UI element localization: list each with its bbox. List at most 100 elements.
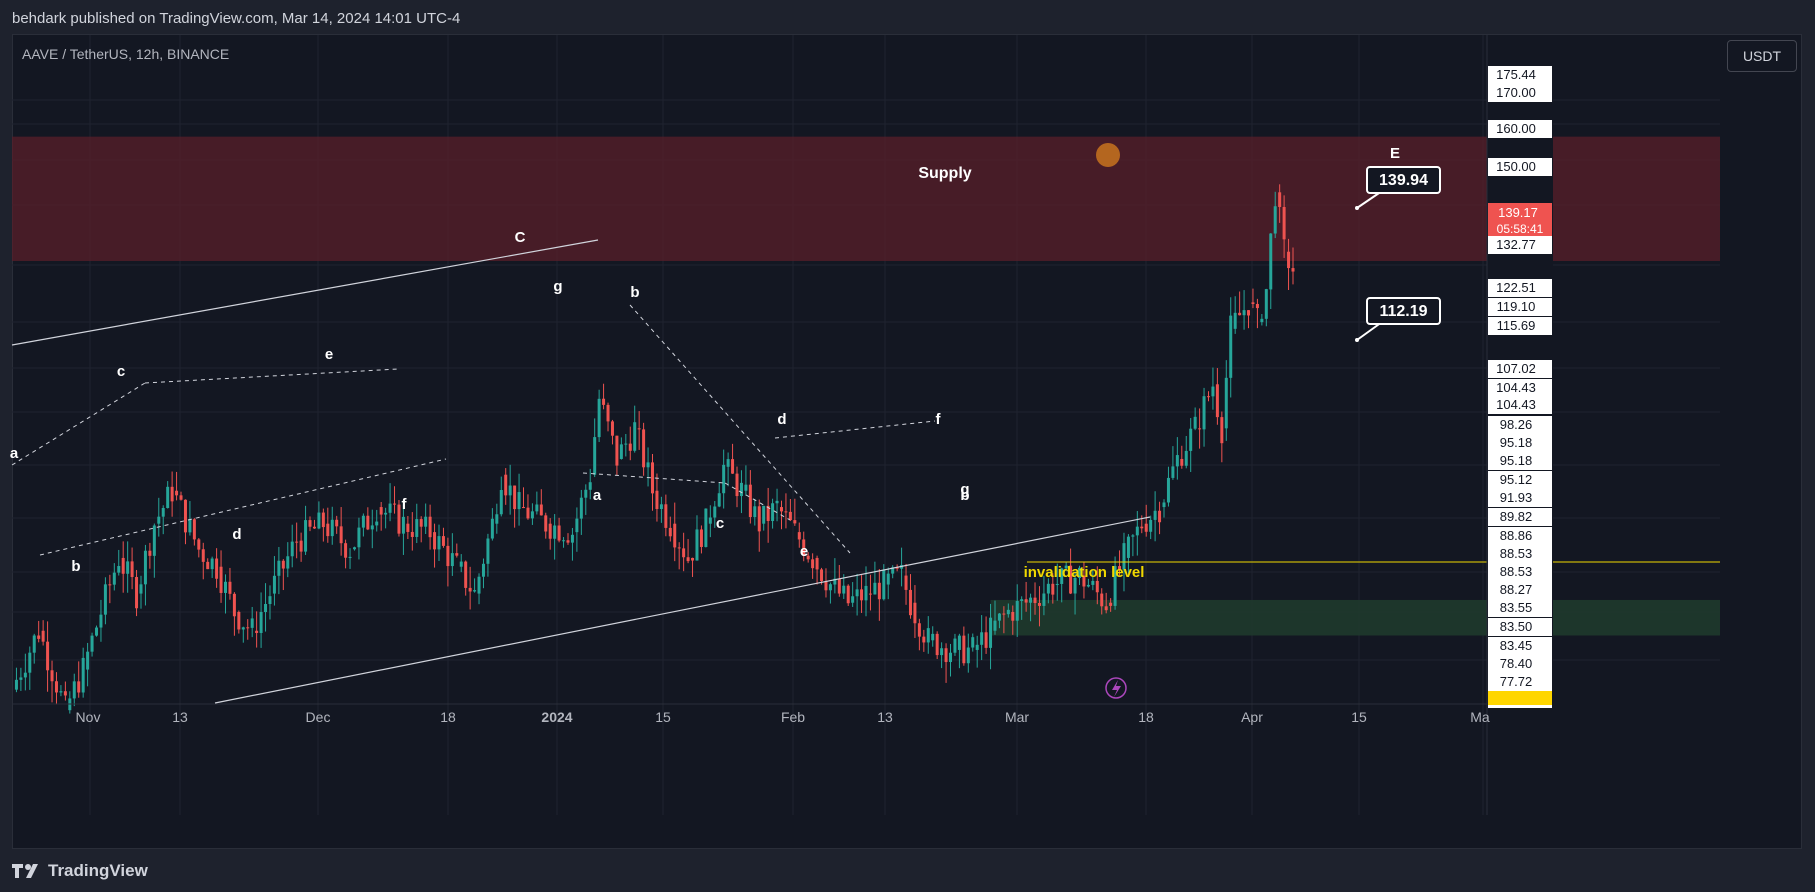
- candle-body: [530, 511, 534, 519]
- candle-body: [1224, 377, 1228, 429]
- candle-body: [1055, 583, 1059, 585]
- candle-body: [757, 506, 761, 532]
- time-tick-label: Nov: [76, 709, 101, 725]
- candle-body: [188, 519, 192, 533]
- candle-body: [504, 474, 508, 496]
- candle-body: [695, 529, 699, 561]
- candle-body: [219, 566, 223, 593]
- price-tick-label: 175.44: [1496, 67, 1536, 82]
- triangle-line[interactable]: [11, 382, 146, 466]
- candle-body: [95, 627, 99, 636]
- candle-body: [717, 493, 721, 507]
- price-label-139-text: 139.94: [1379, 172, 1428, 189]
- last-price-label: 139.17: [1498, 205, 1538, 220]
- candle-body: [19, 677, 23, 680]
- wave-label-a: a: [593, 487, 602, 504]
- wave-label-E: E: [1390, 145, 1400, 162]
- supply-zone[interactable]: [12, 136, 1720, 261]
- price-tag-box: [1488, 563, 1552, 581]
- candle-body: [508, 485, 512, 496]
- channel-upper-line[interactable]: [11, 239, 599, 346]
- candle-body: [935, 633, 939, 656]
- candle-body: [744, 484, 748, 491]
- candle-body: [81, 657, 85, 693]
- footer-bar: [0, 852, 1815, 892]
- currency-button[interactable]: USDT: [1727, 40, 1797, 72]
- time-tick-label: Dec: [306, 709, 331, 725]
- candle-body: [326, 523, 330, 537]
- candle-body: [393, 503, 397, 505]
- price-tag-box: [1488, 471, 1552, 489]
- candle-body: [281, 560, 285, 569]
- triangle-line[interactable]: [774, 420, 936, 439]
- candle-body: [1255, 303, 1259, 309]
- candle-body: [1078, 567, 1081, 578]
- candle-body: [32, 635, 36, 653]
- candle-body: [259, 612, 263, 633]
- candle-body: [1029, 597, 1033, 603]
- candle-body: [1020, 599, 1024, 601]
- candle-body: [348, 556, 352, 558]
- triangle-line[interactable]: [144, 368, 399, 384]
- candle-body: [557, 525, 561, 541]
- candle-body: [1291, 268, 1295, 272]
- candle-body: [637, 428, 641, 430]
- price-tick-label: 88.53: [1500, 564, 1533, 579]
- last-price-badge[interactable]: [1488, 203, 1552, 238]
- candle-body: [646, 462, 650, 468]
- candle-body: [815, 557, 819, 570]
- candle-body: [651, 462, 654, 494]
- demand-zone[interactable]: [990, 599, 1720, 636]
- price-tick-label: 170.00: [1496, 85, 1536, 100]
- candle-body: [904, 575, 908, 590]
- candle-body: [735, 473, 739, 497]
- tradingview-logo[interactable]: TradingView: [12, 861, 148, 881]
- candle-body: [206, 561, 210, 570]
- candle-body: [1131, 535, 1135, 537]
- symbol-title[interactable]: AAVE / TetherUS, 12h, BINANCE: [22, 46, 230, 62]
- candle-body: [788, 511, 792, 521]
- candle-body: [1002, 613, 1006, 615]
- candle-body: [597, 398, 601, 438]
- price-label-112-box[interactable]: [1366, 297, 1441, 325]
- candle-body: [290, 541, 294, 557]
- candle-body: [562, 540, 566, 542]
- candle-body: [317, 512, 321, 529]
- candle-body: [59, 691, 63, 693]
- price-label-139-box[interactable]: [1366, 166, 1441, 194]
- candle-body: [726, 459, 730, 467]
- lightning-icon[interactable]: [1105, 677, 1127, 699]
- price-tick-label: 132.77: [1496, 237, 1536, 252]
- candle-body: [63, 691, 67, 696]
- candle-body: [766, 505, 770, 522]
- triangle-line[interactable]: [39, 458, 447, 556]
- candle-body: [175, 490, 179, 496]
- candle-body: [1073, 577, 1077, 594]
- candle-body: [295, 541, 299, 543]
- price-tick-label: 88.27: [1500, 582, 1533, 597]
- candle-body: [957, 635, 961, 650]
- highlight-marker[interactable]: [1096, 143, 1120, 167]
- candle-body: [428, 516, 432, 538]
- candle-body: [1144, 523, 1148, 532]
- candle-body: [108, 584, 112, 586]
- candle-body: [793, 520, 797, 524]
- candle-body: [117, 566, 121, 573]
- candle-body: [446, 545, 450, 567]
- candle-body: [304, 520, 308, 552]
- candle-body: [450, 553, 454, 567]
- candle-body: [1242, 310, 1246, 316]
- candle-body: [197, 539, 201, 550]
- candle-body: [1122, 543, 1126, 570]
- channel-lower-line[interactable]: [214, 516, 1151, 704]
- candle-body: [779, 507, 783, 512]
- candle-body: [481, 563, 485, 577]
- candle-body: [544, 515, 548, 532]
- candle-body: [975, 644, 979, 650]
- candle-body: [1104, 606, 1108, 611]
- price-tag-box: [1488, 599, 1552, 617]
- price-tick-label: 83.55: [1500, 600, 1533, 615]
- wave-label-b: b: [71, 558, 80, 575]
- triangle-line[interactable]: [724, 482, 791, 521]
